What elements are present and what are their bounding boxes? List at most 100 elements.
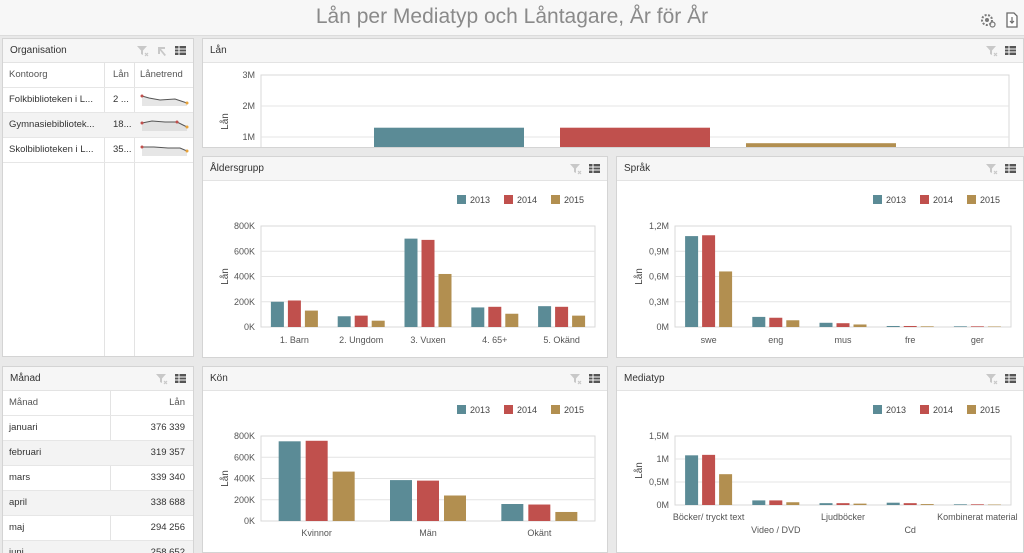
legend-swatch [873,405,882,414]
layout-icon[interactable] [588,162,601,175]
col-lanetrend[interactable]: Lånetrend [140,69,183,80]
sparkline [140,145,189,156]
layout-icon[interactable] [1004,162,1017,175]
bar [528,504,551,521]
x-tick-label: 1. Barn [280,335,309,345]
x-tick-label: Cd [904,525,916,535]
bar [685,236,699,327]
legend-swatch [967,405,976,414]
table-row[interactable]: Gymnasiebibliotek... 18... [3,113,193,138]
export-icon[interactable] [1004,12,1020,28]
table-row[interactable]: januari 376 339 [3,416,193,441]
bar [970,326,984,327]
clear-filter-icon[interactable] [155,372,168,385]
grid-header: Månad Lån [3,391,193,416]
y-tick-label: 600K [234,452,255,462]
table-row[interactable]: Skolbiblioteken i L... 35... [3,138,193,163]
bar [538,306,552,327]
col-kontoorg[interactable]: Kontoorg [9,69,48,80]
table-row[interactable]: Folkbiblioteken i L... 2 ... [3,88,193,113]
bar [970,504,984,505]
bar [332,471,355,521]
row-name: april [9,497,27,508]
legend-swatch [967,195,976,204]
layout-icon[interactable] [1004,372,1017,385]
y-tick-label: 0K [244,322,255,332]
bar [836,503,850,505]
y-tick-label: 400K [234,272,255,282]
row-name: juni [9,547,24,553]
y-tick-label: 1M [242,132,255,142]
bar [836,323,850,327]
bar [903,325,917,327]
y-tick-label: 1M [656,454,669,464]
media-chart: 0M 0,5M 1M 1,5M Lån 2013 2014 2015 Böcker/ tryck… [633,405,1018,535]
legend-label: 2014 [517,195,537,205]
legend-label: 2015 [564,405,584,415]
sprak-panel: Språk 0M 0,3M 0,6M 0,9M 1,2M Lån 2013 2014 2015 s… [616,156,1024,358]
legend-label: 2013 [470,405,490,415]
lan-chart: 0M1M2M3MLånGrandTotal [219,70,1010,147]
parameters-icon[interactable] [980,12,996,28]
month-title: Månad [10,373,41,384]
legend-swatch [457,195,466,204]
y-axis-label: Lån [219,113,231,130]
organisation-panel: Organisation Kontoorg Lån Lånetrend Folk… [2,38,194,357]
bar [270,301,284,327]
legend-label: 2014 [933,405,953,415]
bar [354,315,368,327]
layout-icon[interactable] [1004,44,1017,57]
col-manad[interactable]: Månad [9,397,39,408]
col-lan[interactable]: Lån [169,397,185,408]
y-tick-label: 0M [656,500,669,510]
x-tick-label: 2. Ungdom [339,335,383,345]
sparkline [140,120,189,131]
bar [920,504,934,505]
col-lan[interactable]: Lån [113,69,129,80]
alder-chart: 0K 200K 400K 600K 800K Lån 2013 2014 2015 1. Barn… [219,195,596,345]
table-row[interactable]: februari 319 357 [3,441,193,466]
alder-panel: Åldersgrupp 0K 200K 400K 600K 800K Lån 2013 201… [202,156,608,358]
legend-label: 2015 [980,405,1000,415]
table-row[interactable]: maj 294 256 [3,516,193,541]
clear-filter-icon[interactable] [136,44,149,57]
clear-filter-icon[interactable] [985,372,998,385]
bar [819,503,833,505]
table-row[interactable]: april 338 688 [3,491,193,516]
x-tick-label: 4. 65+ [482,335,507,345]
bar [786,320,800,327]
layout-icon[interactable] [588,372,601,385]
row-value: 339 340 [150,472,185,483]
row-value: 319 357 [150,447,185,458]
drill-up-icon[interactable] [155,44,168,57]
clear-filter-icon[interactable] [569,372,582,385]
bar [337,316,351,327]
legend-label: 2014 [933,195,953,205]
x-tick-label: Män [419,528,437,538]
clear-filter-icon[interactable] [569,162,582,175]
x-tick-label: Okänt [527,528,552,538]
table-row[interactable]: juni 258 652 [3,541,193,553]
legend-label: 2013 [886,195,906,205]
clear-filter-icon[interactable] [985,44,998,57]
bar [719,474,733,505]
legend-label: 2015 [980,195,1000,205]
bar [903,503,917,505]
month-grid: Månad Lån januari 376 339 februari 319 357… [3,391,193,553]
layout-icon[interactable] [174,372,187,385]
bar [390,480,412,521]
legend-swatch [504,405,513,414]
plot-area [260,74,1010,147]
table-row[interactable]: mars 339 340 [3,466,193,491]
lan-title: Lån [210,45,227,56]
legend-label: 2015 [564,195,584,205]
bar [444,495,466,521]
y-tick-label: 0,6M [649,272,669,282]
bar [278,441,301,521]
x-tick-label: Kvinnor [301,528,332,538]
bar [501,504,524,521]
media-title: Mediatyp [624,373,665,384]
layout-icon[interactable] [174,44,187,57]
legend-swatch [551,405,560,414]
clear-filter-icon[interactable] [985,162,998,175]
